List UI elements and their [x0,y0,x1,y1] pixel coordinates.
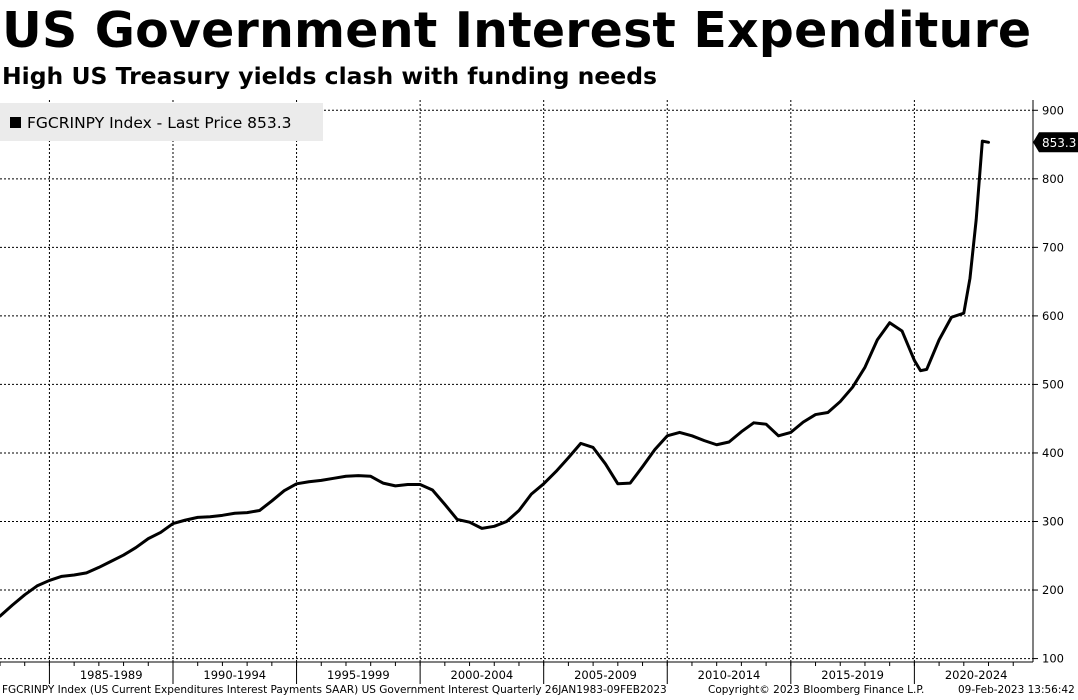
y-tick-label: 900 [1042,103,1064,117]
y-tick-label: 100 [1042,652,1064,666]
x-tick-labels: 1985-1989 1990-1994 1995-1999 2000-2004 2005… [80,668,1008,682]
y-tick-label: 200 [1042,583,1064,597]
y-tick-label: 600 [1042,309,1064,323]
series-line [0,139,991,618]
y-tick-label: 800 [1042,172,1064,186]
y-gridlines [0,109,1033,660]
x-tick-label: 2020-2024 [945,668,1008,682]
y-tick-label: 700 [1042,240,1064,254]
last-price-tag-box [1033,132,1078,153]
y-tick-label: 400 [1042,446,1064,460]
x-gridlines [48,100,915,662]
legend-label: FGCRINPY Index - Last Price 853.3 [27,114,292,132]
x-tick-label: 1985-1989 [80,668,143,682]
x-tick-label: 1990-1994 [203,668,266,682]
x-tick-label: 2005-2009 [574,668,637,682]
footer-copyright: Copyright© 2023 Bloomberg Finance L.P. [708,684,925,696]
series-group [0,139,991,618]
x-tick-label: 2000-2004 [451,668,514,682]
y-tick-label: 500 [1042,377,1064,391]
x-tick-label: 1995-1999 [327,668,390,682]
y-tick-label: 300 [1042,515,1064,529]
legend-box [0,103,323,141]
legend: FGCRINPY Index - Last Price 853.3 [0,103,323,141]
axes [0,100,1038,684]
last-price-tag: 853.3 [1033,132,1078,153]
y-tick-labels: 100 200 300 400 500 600 700 800 900 [1042,103,1064,665]
chart-subtitle: High US Treasury yields clash with fundi… [2,62,658,90]
legend-swatch [10,117,21,128]
chart-title: US Government Interest Expenditure [2,2,1032,59]
x-tick-label: 2010-2014 [698,668,761,682]
footer-timestamp: 09-Feb-2023 13:56:42 [958,684,1075,696]
footer-source: FGCRINPY Index (US Current Expenditures … [2,684,667,696]
x-tick-label: 2015-2019 [821,668,884,682]
last-price-tag-label: 853.3 [1042,136,1076,150]
